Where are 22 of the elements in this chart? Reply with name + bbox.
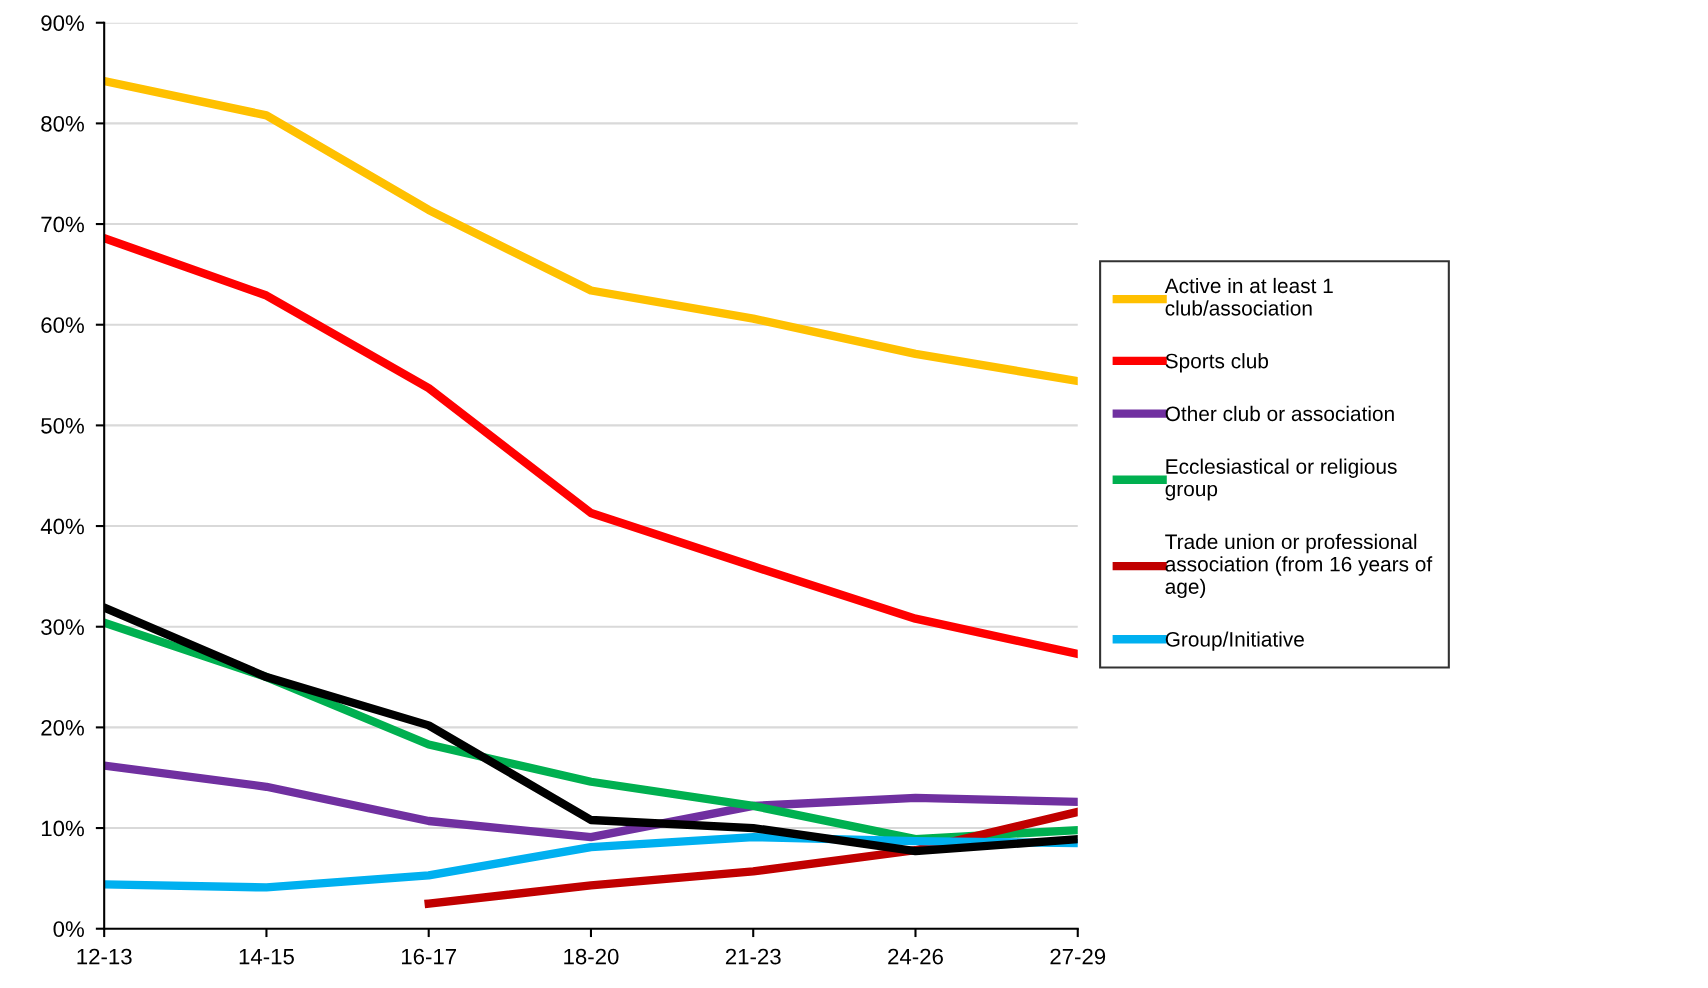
y-tick-label: 80%	[41, 115, 84, 132]
x-tick-label: 16-17	[401, 948, 457, 965]
x-tick-label: 14-15	[239, 948, 294, 965]
y-tick-label: 30%	[41, 619, 84, 635]
y-tick-label: 20%	[41, 719, 84, 736]
y-tick-label: 0%	[53, 921, 84, 937]
legend-label: Trade union or professional association (from 16 years of age)	[1165, 533, 1433, 599]
x-tick-label: 12-13	[77, 948, 132, 965]
y-tick-label: 10%	[41, 820, 84, 837]
x-tick-label: 27-29	[1050, 948, 1106, 965]
legend-label: Ecclesiastical or religious group	[1165, 458, 1397, 501]
y-tick-label: 60%	[41, 317, 84, 333]
legend-label: Active in at least 1 club/association	[1164, 277, 1333, 316]
x-tick-label: 18-20	[564, 948, 619, 965]
x-tick-label: 21-23	[725, 948, 781, 965]
y-tick-label: 40%	[40, 518, 84, 535]
legend-label: Sports club	[1165, 353, 1269, 373]
y-tick-label: 50%	[41, 417, 84, 434]
x-tick-label: 24-26	[888, 948, 943, 965]
y-tick-label: 90%	[41, 15, 84, 31]
y-tick-label: 70%	[41, 216, 84, 233]
legend-label: Group/Initiative	[1165, 631, 1304, 651]
